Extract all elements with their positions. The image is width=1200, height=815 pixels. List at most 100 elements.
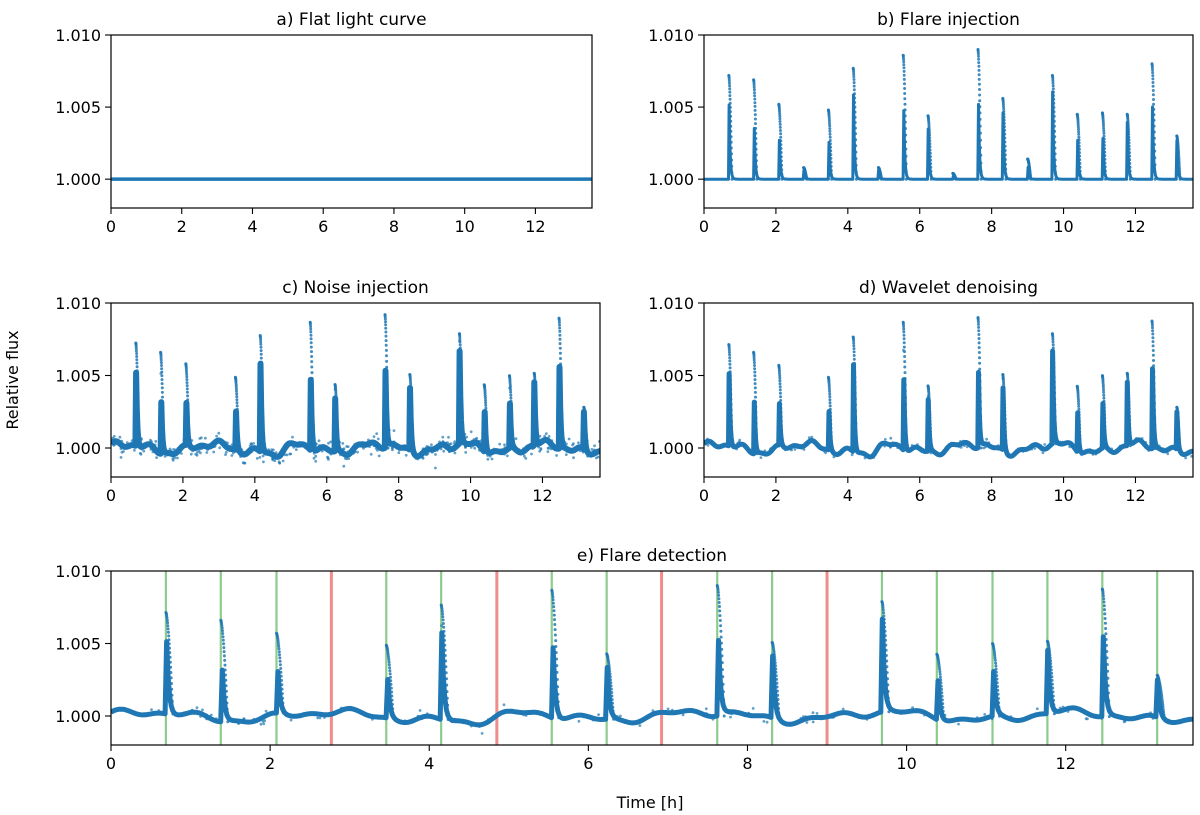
- flare-point: [754, 433, 758, 437]
- flare-point: [460, 391, 464, 395]
- flare-point: [902, 341, 906, 345]
- flare-point: [384, 330, 388, 334]
- flare-point: [904, 154, 908, 158]
- flare-point: [168, 655, 172, 659]
- flare-point: [902, 327, 906, 331]
- flare-point: [259, 337, 263, 341]
- flare-point: [977, 333, 981, 336]
- flare-point: [904, 432, 908, 436]
- flare-point: [410, 430, 414, 433]
- flare-point: [1152, 364, 1156, 368]
- flare-point: [928, 136, 932, 140]
- flux-point: [490, 457, 494, 461]
- x-tick-label: 2: [771, 486, 781, 505]
- flux-point: [384, 408, 388, 412]
- flare-point: [730, 425, 734, 429]
- flux-point: [314, 442, 318, 446]
- flare-point: [458, 337, 462, 341]
- flux-point: [1134, 437, 1138, 440]
- x-tick-label: 2: [177, 217, 187, 236]
- x-tick-label: 6: [583, 754, 593, 773]
- flux-point: [1110, 713, 1114, 716]
- flux-point: [180, 452, 183, 455]
- flux-point: [217, 431, 221, 435]
- panel-title: e) Flare detection: [577, 546, 727, 566]
- flare-point: [459, 366, 463, 370]
- flare-point: [222, 646, 226, 650]
- flare-point: [854, 409, 858, 413]
- flare-point: [828, 124, 832, 128]
- flux-point: [267, 448, 270, 451]
- flare-point: [719, 641, 723, 645]
- flux-point: [1089, 450, 1093, 454]
- flare-point: [460, 397, 464, 401]
- flare-point: [754, 410, 758, 414]
- flux-point: [279, 450, 283, 454]
- flux-point: [1030, 447, 1034, 451]
- flare-point: [773, 661, 777, 665]
- flare-point: [171, 712, 175, 716]
- flare-point: [1077, 132, 1081, 136]
- flare-point: [977, 351, 981, 354]
- flux-point: [1021, 450, 1025, 453]
- flux-point: [1066, 710, 1070, 713]
- flare-point: [445, 677, 448, 681]
- flux-point: [226, 441, 229, 445]
- flare-point: [979, 407, 982, 411]
- flux-point: [586, 454, 589, 458]
- flux-point: [463, 442, 467, 446]
- y-tick-label: 1.000: [648, 439, 694, 458]
- flare-point: [1127, 132, 1131, 136]
- flare-point: [852, 81, 856, 85]
- flare-point: [1078, 441, 1082, 445]
- flare-point: [903, 97, 907, 101]
- flux-point: [291, 435, 294, 439]
- flare-point: [852, 70, 856, 74]
- flare-point: [385, 378, 389, 382]
- flux-point: [248, 450, 252, 454]
- flare-point: [280, 678, 283, 682]
- flare-point: [1048, 653, 1052, 657]
- flux-point: [563, 440, 567, 444]
- x-tick-label: 10: [896, 754, 916, 773]
- flare-point: [728, 356, 732, 360]
- flare-point: [780, 433, 784, 437]
- flux-point: [501, 711, 505, 715]
- flare-point: [1152, 401, 1156, 405]
- flare-point: [1002, 115, 1006, 119]
- flare-point: [185, 375, 189, 379]
- flare-point: [829, 443, 833, 447]
- flare-point: [720, 661, 724, 665]
- flux-point: [557, 712, 561, 716]
- flare-point: [978, 400, 982, 404]
- flux-point: [388, 704, 392, 708]
- flare-point: [165, 618, 169, 622]
- flare-point: [281, 706, 285, 710]
- flare-point: [446, 703, 450, 707]
- flux-baseline: [111, 616, 1193, 728]
- flux-point: [438, 718, 442, 722]
- flux-point: [717, 665, 721, 669]
- y-tick-label: 1.010: [55, 26, 101, 45]
- flare-point: [728, 110, 732, 114]
- flare-point: [730, 419, 733, 423]
- flare-point: [1152, 113, 1156, 117]
- flare-point: [335, 419, 339, 422]
- flare-point: [461, 442, 465, 446]
- flux-point: [1174, 720, 1178, 724]
- flare-point: [829, 418, 833, 422]
- flare-point: [607, 665, 611, 669]
- flare-point: [441, 622, 445, 625]
- flux-point: [1155, 714, 1159, 718]
- flux-point: [815, 712, 819, 715]
- flux-point: [112, 435, 116, 438]
- flare-point: [854, 150, 858, 154]
- flare-point: [483, 396, 487, 400]
- flare-point: [902, 73, 906, 77]
- flare-point: [729, 392, 733, 396]
- flare-point: [1002, 385, 1006, 389]
- flare-point: [385, 354, 388, 358]
- x-tick-label: 4: [424, 754, 434, 773]
- flare-point: [223, 668, 227, 672]
- flare-point: [829, 422, 833, 426]
